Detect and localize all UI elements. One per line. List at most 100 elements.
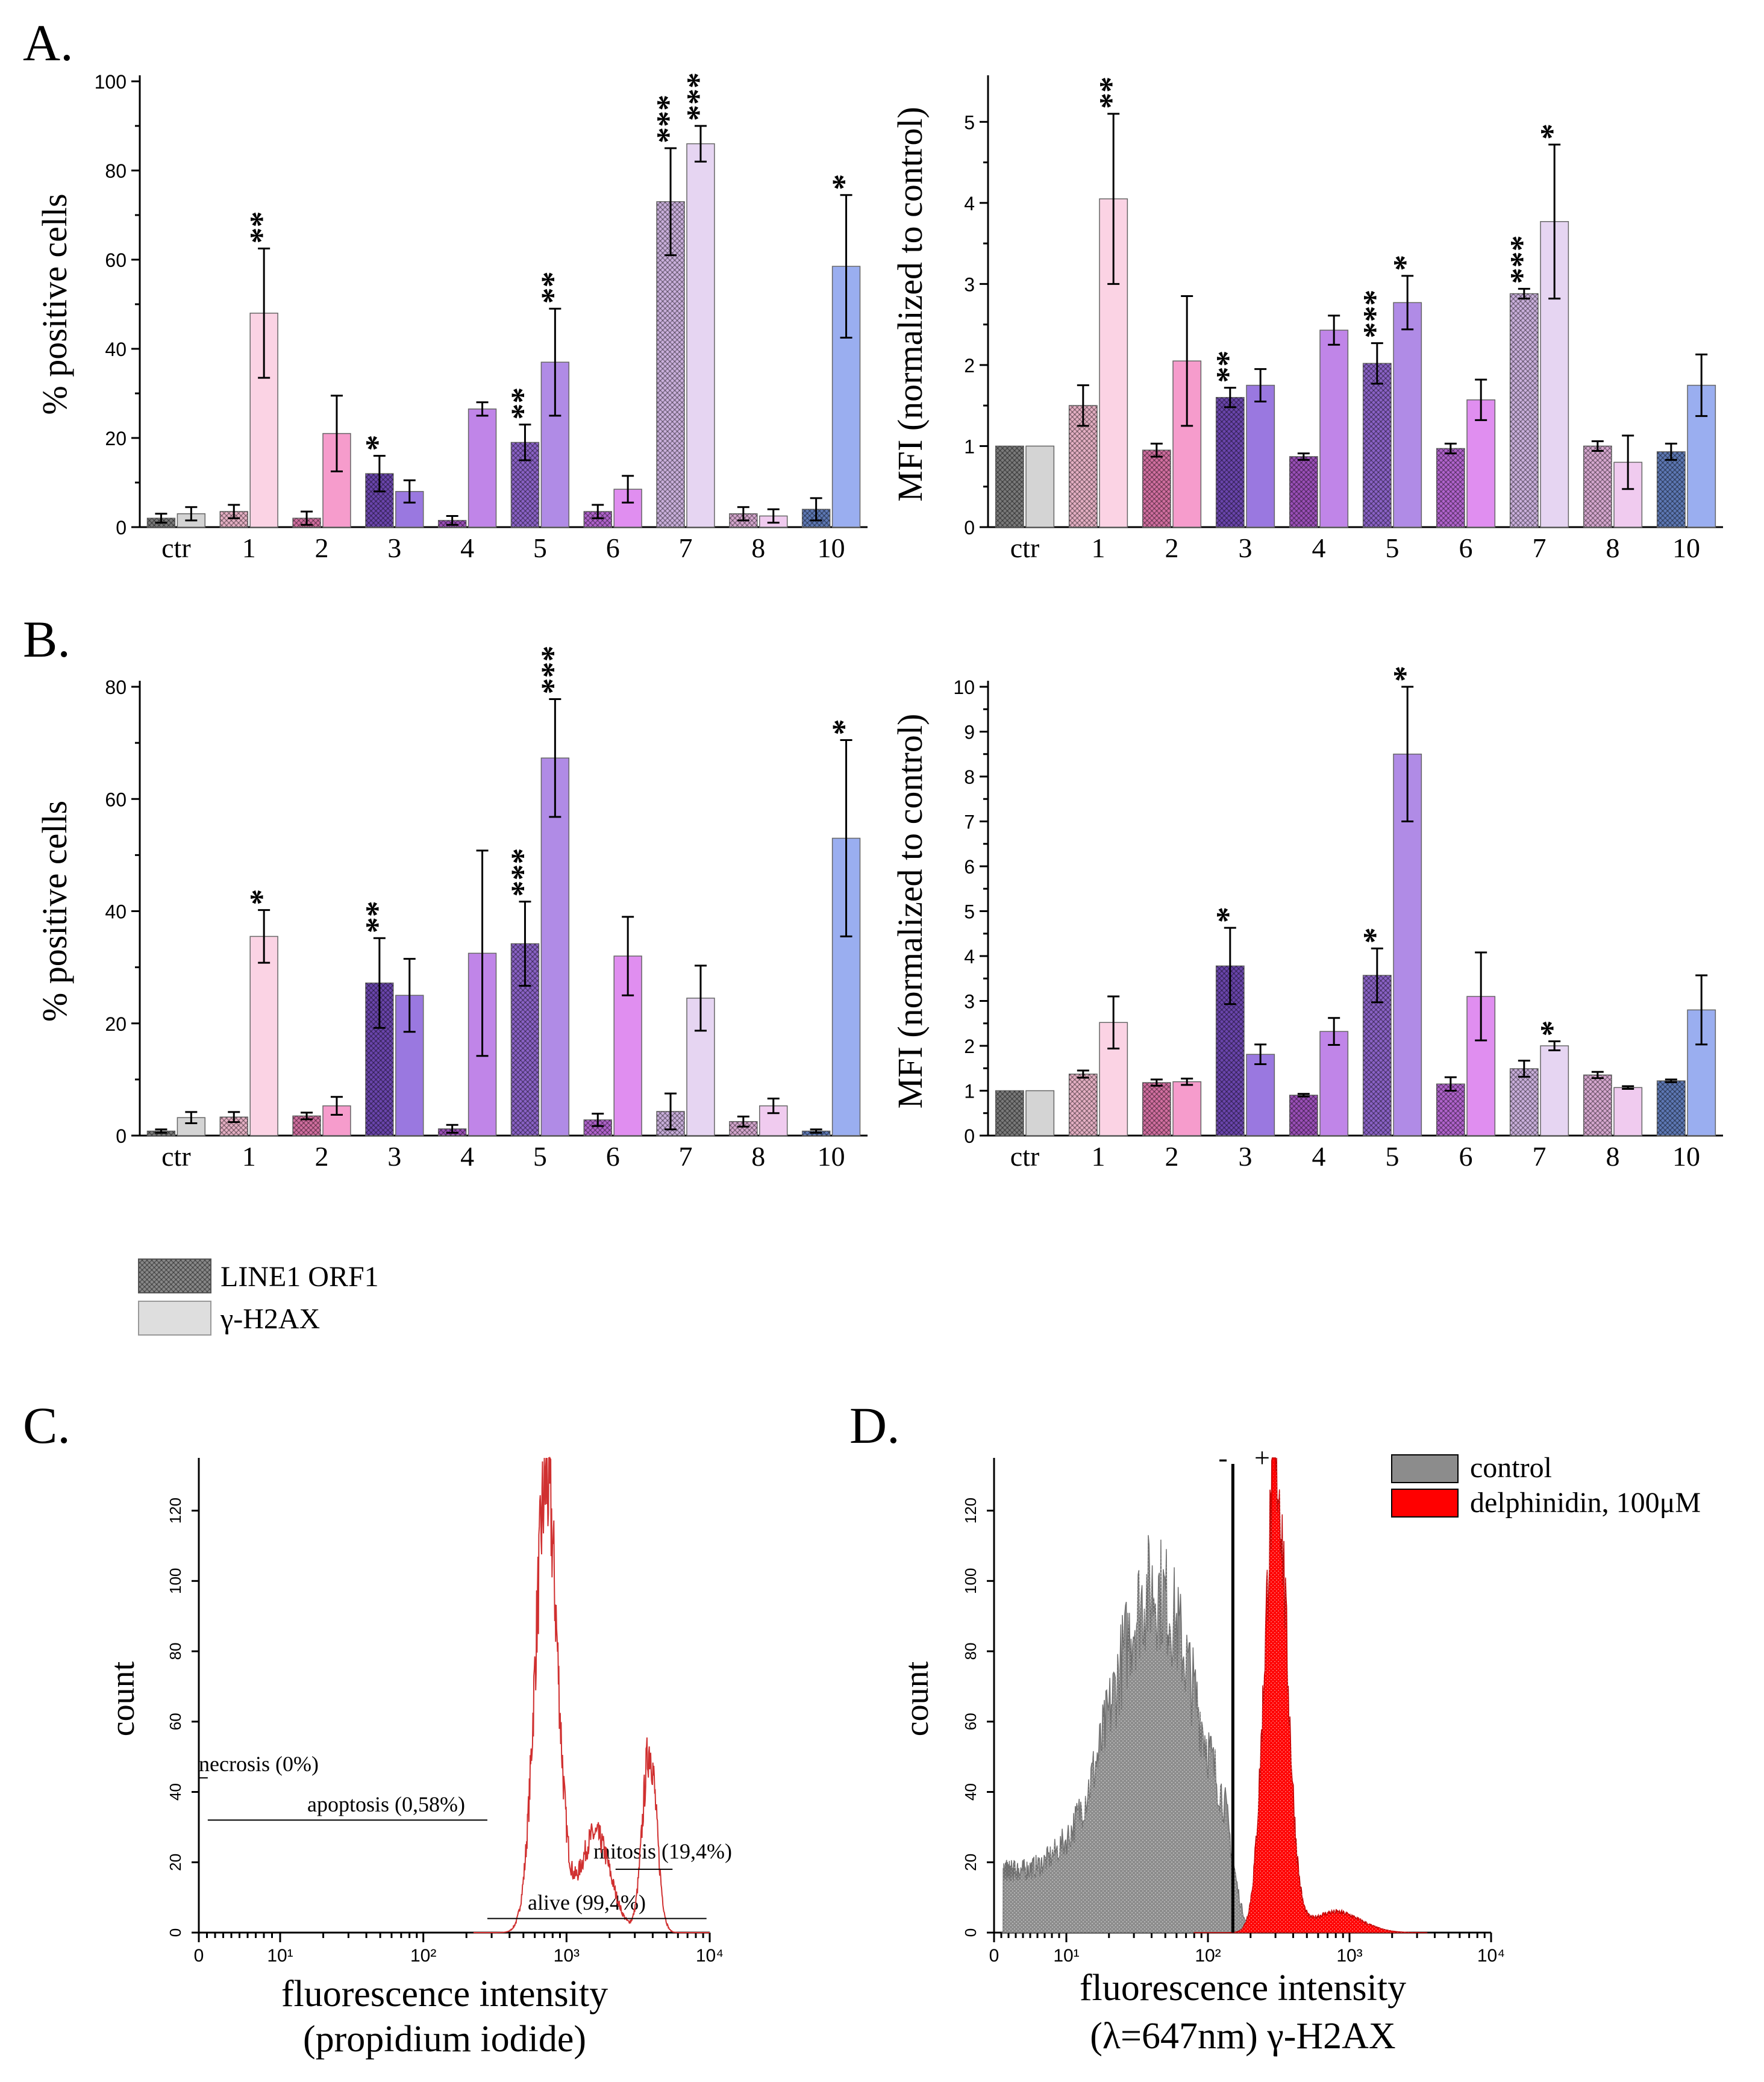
x-tick-label: 1 <box>242 1141 256 1172</box>
significance-marker: *** <box>504 848 540 897</box>
bar-4-h2ax <box>1319 330 1349 528</box>
legend: LINE1 ORF1 γ-H2AX <box>138 1258 379 1336</box>
bar-2-h2ax <box>1172 1081 1202 1136</box>
bar-ctr-h2ax <box>1025 1090 1055 1136</box>
y-tick-label: 60 <box>105 249 127 271</box>
y-tick-label: 100 <box>95 71 127 93</box>
y-tick-label: 5 <box>964 111 975 133</box>
x-tick-label: 7 <box>679 533 693 563</box>
c-y-tick-label: 40 <box>166 1783 184 1801</box>
c-y-tick-label: 120 <box>166 1498 184 1524</box>
bar-hatch-8 <box>729 1121 757 1136</box>
x-tick-label: 7 <box>679 1141 693 1172</box>
significance-marker: *** <box>650 95 686 143</box>
significance-marker: ** <box>1210 351 1246 383</box>
d-legend-swatch-control <box>1391 1454 1459 1483</box>
y-tick-label: 7 <box>964 811 975 833</box>
x-tick-label: 4 <box>460 1141 474 1172</box>
x-tick-label: 10 <box>818 533 845 563</box>
x-tick-label: 1 <box>1092 1141 1106 1172</box>
y-tick-label: 40 <box>105 339 127 360</box>
bar-hatch-ctr <box>995 446 1024 527</box>
y-tick-label: 5 <box>964 901 975 923</box>
bar-hatch-7 <box>1510 293 1538 527</box>
panel-label-b: B. <box>23 610 70 668</box>
x-tick-label: 5 <box>1386 533 1400 563</box>
bar-hatch-8 <box>1583 446 1612 527</box>
bar-hatch-6 <box>1436 1084 1465 1136</box>
significance-marker: ** <box>504 387 540 420</box>
c-y-tick-label: 0 <box>166 1928 184 1937</box>
x-tick-label: 10 <box>1672 1141 1700 1172</box>
x-tick-label: 2 <box>1165 533 1179 563</box>
x-tick-label: 8 <box>1606 533 1620 563</box>
x-tick-label: 4 <box>460 533 474 563</box>
significance-marker: *** <box>534 645 571 694</box>
significance-marker: * <box>1534 1021 1570 1037</box>
x-tick-label: 5 <box>533 533 547 563</box>
c-x-tick-label: 10² <box>410 1946 436 1966</box>
d-legend-swatch-delph <box>1391 1489 1459 1518</box>
y-tick-label: 4 <box>964 946 975 968</box>
x-tick-label: ctr <box>1010 533 1040 563</box>
y-tick-label: 20 <box>105 1013 127 1035</box>
d-legend-delph: delphinidin, 100μM <box>1470 1487 1701 1519</box>
d-y-tick-label: 60 <box>962 1713 980 1730</box>
c-y-tick-label: 20 <box>166 1854 184 1871</box>
chart-c: count fluorescence intensity (propidium … <box>104 1456 732 2060</box>
x-tick-label: 4 <box>1312 1141 1326 1172</box>
y-tick-label: 0 <box>964 1125 975 1147</box>
bar-7-h2ax <box>1540 1045 1569 1136</box>
x-tick-label: 3 <box>1239 1141 1253 1172</box>
y-axis-label: MFI (normalized to control) <box>890 107 930 502</box>
x-tick-label: ctr <box>161 1141 191 1172</box>
y-tick-label: 6 <box>964 856 975 878</box>
d-histogram-control-texture <box>1001 1530 1258 1933</box>
bar-3-h2ax <box>1246 384 1275 528</box>
bar-hatch-6 <box>1436 448 1465 527</box>
y-tick-label: 10 <box>953 677 975 698</box>
y-tick-label: 20 <box>105 428 127 449</box>
significance-marker: * <box>826 719 862 735</box>
bar-7-h2ax <box>686 143 715 528</box>
d-x-tick-label: 10² <box>1195 1946 1221 1966</box>
y-tick-label: 40 <box>105 901 127 923</box>
significance-marker: ** <box>243 211 280 244</box>
x-tick-label: 8 <box>751 1141 765 1172</box>
d-x-tick-label: 0 <box>989 1946 999 1966</box>
y-axis-label: % positive cells <box>35 801 74 1022</box>
d-y-tick-label: 40 <box>962 1783 980 1801</box>
bar-2-h2ax <box>322 433 351 528</box>
x-tick-label: 1 <box>242 533 256 563</box>
chart-b-right: MFI (normalized to control) 0 1 2 3 4 5 6 7 8 9 10 c… <box>890 666 1723 1172</box>
d-legend-control: control <box>1470 1452 1552 1484</box>
panel-label-d: D. <box>849 1396 900 1454</box>
c-x-tick-label: 10¹ <box>267 1946 293 1966</box>
x-tick-label: ctr <box>161 533 191 563</box>
d-gate-minus: - <box>1218 1442 1227 1473</box>
panel-label-c: C. <box>23 1396 70 1454</box>
y-tick-label: 1 <box>964 436 975 457</box>
significance-marker: * <box>1534 123 1570 140</box>
y-tick-label: 80 <box>105 160 127 182</box>
c-region-apoptosis: apoptosis (0,58%) <box>307 1792 465 1816</box>
d-xlabel-2: (λ=647nm) γ-H2AX <box>1090 2016 1395 2057</box>
significance-marker: * <box>826 174 862 190</box>
y-tick-label: 0 <box>964 517 975 539</box>
x-tick-label: 5 <box>1386 1141 1400 1172</box>
y-tick-label: 0 <box>116 517 127 539</box>
y-tick-label: 4 <box>964 193 975 214</box>
bar-ctr-h2ax <box>1025 445 1055 528</box>
x-tick-label: 3 <box>387 533 401 563</box>
legend-label-line1: LINE1 ORF1 <box>220 1261 379 1293</box>
x-tick-label: 4 <box>1312 533 1326 563</box>
d-y-tick-label: 20 <box>962 1854 980 1871</box>
c-region-alive: alive (99,4%) <box>528 1890 646 1915</box>
bar-hatch-ctr <box>995 1090 1024 1136</box>
significance-marker: *** <box>1357 290 1393 339</box>
y-tick-label: 2 <box>964 1036 975 1057</box>
x-tick-label: 2 <box>315 1141 329 1172</box>
bar-5-h2ax <box>1393 302 1422 528</box>
